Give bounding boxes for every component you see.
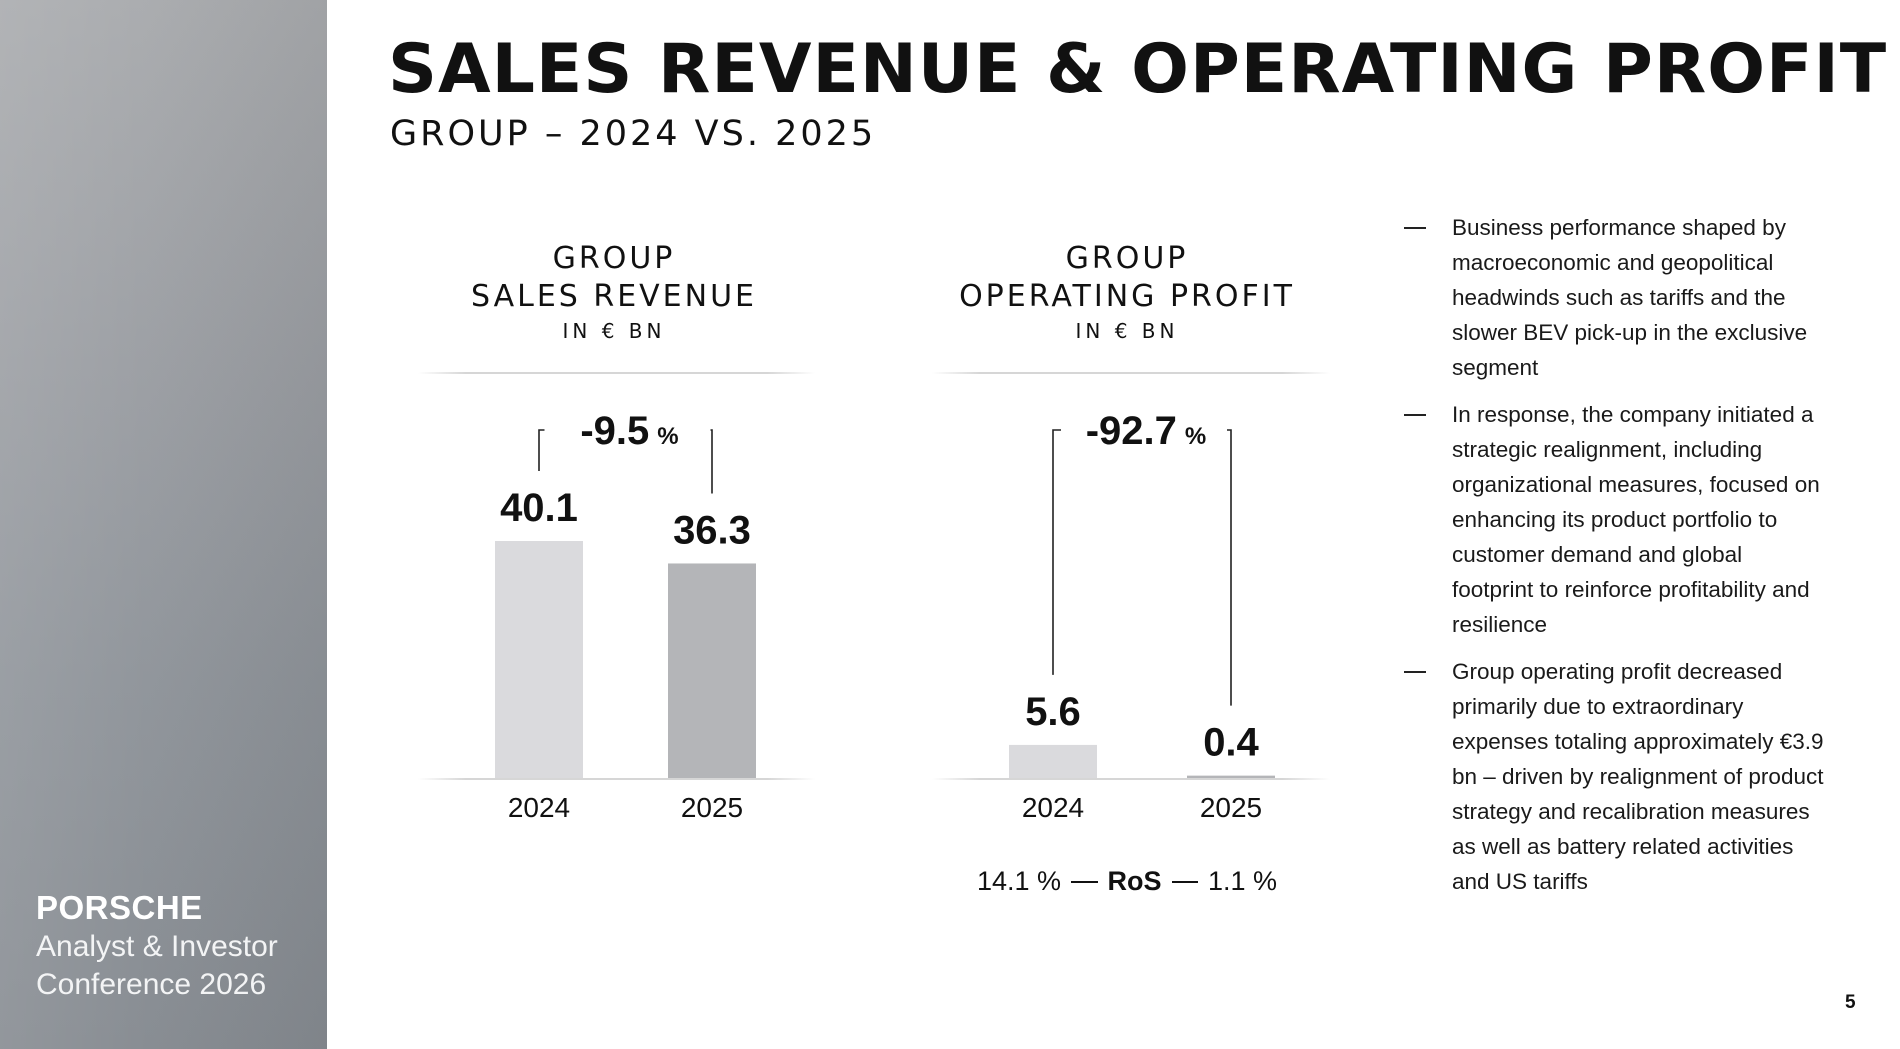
profit-top-rule — [932, 372, 1330, 374]
profit-chart-header: GROUP OPERATING PROFIT IN € BN — [917, 240, 1337, 346]
sidebar-panel: PORSCHE Analyst & Investor Conference 20… — [0, 0, 327, 1049]
commentary-text: Group operating profit decreased primari… — [1452, 659, 1824, 894]
revenue-change-label: -9.5% — [580, 409, 678, 453]
bullet-dash — [1404, 414, 1426, 416]
commentary-text: Business performance shaped by macroecon… — [1452, 215, 1808, 380]
commentary-item: Business performance shaped by macroecon… — [1404, 210, 1824, 385]
event-name-line2: Conference 2026 — [36, 968, 267, 1001]
revenue-bar-2025 — [668, 563, 756, 778]
revenue-bar-2024 — [495, 541, 583, 778]
ros-right-dash — [1171, 880, 1198, 883]
revenue-change-bracket — [538, 429, 713, 494]
revenue-chart-header: GROUP SALES REVENUE IN € BN — [404, 240, 824, 346]
profit-chart-title-line2: OPERATING PROFIT — [959, 279, 1295, 314]
bullet-dash — [1404, 671, 1426, 673]
revenue-chart-title-line2: SALES REVENUE — [470, 279, 757, 314]
revenue-category-label-2024: 2024 — [508, 792, 570, 823]
profit-value-label-2024: 5.6 — [1025, 690, 1081, 734]
profit-category-label-2025: 2025 — [1200, 792, 1262, 823]
revenue-top-rule — [418, 372, 815, 374]
profit-chart-unit: IN € BN — [1075, 319, 1179, 343]
profit-change-label: -92.7% — [1086, 409, 1207, 453]
revenue-value-label-2024: 40.1 — [500, 486, 578, 530]
profit-chart-title-line1: GROUP — [1065, 241, 1189, 276]
page-number: 5 — [1845, 992, 1856, 1013]
profit-bar-2025 — [1187, 775, 1275, 778]
revenue-chart: 40.1 2024 36.3 2025 -9.5% — [418, 372, 815, 823]
ros-2025-value: 1.1 % — [1207, 866, 1277, 896]
ros-row: 14.1 % RoS 1.1 % — [977, 866, 1277, 897]
sidebar-gradient — [0, 0, 327, 1049]
commentary-item: Group operating profit decreased primari… — [1404, 654, 1824, 899]
revenue-category-label-2025: 2025 — [681, 792, 743, 823]
page-title: SALES REVENUE & OPERATING PROFIT — [388, 30, 1888, 109]
page-subtitle: GROUP – 2024 VS. 2025 — [390, 114, 877, 154]
brand-block: PORSCHE Analyst & Investor Conference 20… — [36, 888, 278, 1004]
profit-category-label-2024: 2024 — [1022, 792, 1084, 823]
commentary-text: In response, the company initiated a str… — [1452, 402, 1820, 637]
bullet-dash — [1404, 227, 1426, 229]
ros-left-dash — [1071, 880, 1098, 883]
profit-bar-2024 — [1009, 744, 1097, 778]
commentary-list: Business performance shaped by macroecon… — [1404, 210, 1824, 911]
profit-value-label-2025: 0.4 — [1203, 721, 1259, 765]
revenue-value-label-2025: 36.3 — [673, 508, 751, 552]
ros-label: RoS — [1107, 866, 1162, 896]
profit-baseline — [932, 778, 1330, 780]
ros-2024-value: 14.1 % — [977, 866, 1062, 896]
event-name-line1: Analyst & Investor — [36, 930, 278, 963]
commentary-item: In response, the company initiated a str… — [1404, 397, 1824, 642]
revenue-baseline — [418, 778, 815, 780]
revenue-chart-unit: IN € BN — [562, 319, 666, 343]
brand-name: PORSCHE — [36, 889, 203, 926]
revenue-chart-title-line1: GROUP — [552, 241, 676, 276]
profit-change-bracket — [1052, 429, 1232, 706]
profit-chart: 5.6 2024 0.4 2025 -92.7% — [932, 372, 1330, 823]
